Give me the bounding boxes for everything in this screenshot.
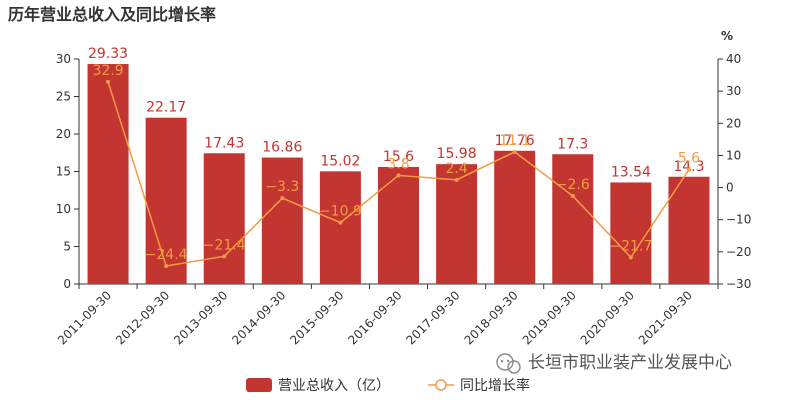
legend-label-revenue: 营业总收入（亿）	[278, 378, 390, 394]
x-tick-label: 2021-09-30	[636, 288, 695, 347]
growth-rate-label: −21.7	[609, 238, 652, 254]
x-tick-label: 2012-09-30	[113, 288, 172, 347]
x-tick-label: 2017-09-30	[403, 288, 462, 347]
y-left-tick-label: 0	[63, 277, 71, 291]
y-left-tick-label: 30	[56, 52, 71, 66]
y-right-tick-label: −20	[726, 245, 751, 259]
x-tick-label: 2019-09-30	[520, 288, 579, 347]
revenue-bar-label: 15.6	[383, 149, 414, 165]
revenue-bar-label: 17.43	[204, 135, 244, 151]
line-series	[106, 79, 691, 268]
growth-rate-label: 5.6	[678, 151, 700, 167]
y-left-tick-label: 20	[56, 127, 71, 141]
growth-rate-label: 11.1	[499, 133, 530, 149]
revenue-bar	[203, 153, 245, 284]
bar-series	[87, 64, 710, 285]
legend[interactable]: 营业总收入（亿） 同比增长率	[246, 377, 530, 394]
x-axis-tick-labels: 2011-09-302012-09-302013-09-302014-09-30…	[55, 288, 695, 347]
x-tick-label: 2016-09-30	[345, 288, 404, 347]
growth-rate-point	[106, 79, 111, 84]
legend-label-growth: 同比增长率	[460, 377, 530, 394]
x-tick-label: 2014-09-30	[229, 288, 288, 347]
growth-rate-label: 32.9	[92, 63, 123, 79]
legend-item-growth[interactable]: 同比增长率	[428, 377, 530, 394]
line-data-labels: 32.9 −24.4 −21.4 −3.3 −10.9 3.8 2.4 11.1 −2.6 −21…	[92, 63, 700, 263]
revenue-bar	[319, 171, 361, 284]
revenue-bar-label: 17.76	[495, 133, 535, 149]
y-right-tick-label: 30	[726, 84, 741, 98]
revenue-bar	[610, 182, 652, 284]
growth-rate-point	[686, 167, 691, 172]
revenue-bar	[87, 64, 129, 285]
revenue-bar-label: 17.3	[557, 136, 588, 152]
growth-rate-point	[164, 264, 169, 268]
y-right-tick-label: 10	[726, 148, 741, 162]
revenue-bar-label: 15.98	[437, 146, 477, 162]
growth-rate-label: −21.4	[203, 237, 246, 253]
y-right-tick-label: 0	[726, 181, 734, 195]
axes: 0 5 10 15 20 25 30 −30 −20 −10 0 10 20 30 40%	[56, 29, 752, 291]
growth-rate-label: 2.4	[445, 161, 467, 177]
x-tick-label: 2013-09-30	[171, 288, 230, 347]
legend-bar-swatch	[246, 378, 272, 392]
watermark-text: 长垣市职业装产业发展中心	[528, 353, 732, 373]
growth-rate-point	[280, 196, 285, 201]
y-left-tick-label: 5	[63, 240, 71, 254]
growth-rate-point	[396, 173, 401, 178]
growth-rate-label: −24.4	[145, 247, 188, 263]
y-right-tick-label: 20	[726, 116, 741, 130]
growth-rate-point	[628, 255, 633, 260]
x-tick-label: 2015-09-30	[287, 288, 346, 347]
revenue-bar	[436, 164, 478, 284]
y-right-tick-label: −10	[726, 213, 751, 227]
growth-rate-label: −3.3	[265, 179, 299, 195]
x-tick-label: 2011-09-30	[55, 288, 114, 347]
y-left-tick-label: 25	[56, 90, 71, 104]
growth-rate-label: −10.9	[319, 204, 362, 220]
y-right-tick-label: 40	[726, 52, 741, 66]
legend-item-revenue[interactable]: 营业总收入（亿）	[246, 378, 390, 394]
growth-rate-point	[512, 149, 517, 154]
y-left-tick-label: 15	[56, 165, 71, 179]
revenue-bar	[552, 154, 594, 284]
revenue-bar-label: 22.17	[146, 100, 186, 116]
watermark: 长垣市职业装产业发展中心	[496, 353, 732, 374]
chart-title: 历年营业总收入及同比增长率	[8, 5, 216, 24]
wechat-icon	[496, 353, 521, 374]
growth-rate-label: 3.8	[387, 156, 409, 172]
growth-rate-label: −2.6	[556, 177, 590, 193]
revenue-bar	[145, 117, 187, 284]
revenue-bar-label: 13.54	[611, 164, 651, 180]
revenue-bar-label: 14.3	[673, 159, 704, 175]
x-tick-label: 2020-09-30	[578, 288, 637, 347]
y-right-tick-label: −30	[726, 277, 751, 291]
y-right-unit-label: %	[721, 29, 733, 43]
x-tick-label: 2018-09-30	[462, 288, 521, 347]
revenue-bar-label: 29.33	[88, 46, 128, 62]
revenue-bar	[378, 167, 419, 284]
growth-rate-point	[570, 193, 575, 198]
growth-rate-point	[454, 177, 459, 182]
revenue-bar	[668, 176, 710, 284]
growth-rate-point	[222, 254, 227, 259]
revenue-bar-label: 16.86	[262, 140, 302, 156]
growth-rate-point	[338, 220, 343, 225]
y-left-tick-label: 10	[56, 202, 71, 216]
revenue-bar-label: 15.02	[320, 153, 360, 169]
revenue-bar	[494, 150, 536, 284]
legend-line-marker	[435, 379, 447, 391]
revenue-bar	[261, 157, 303, 284]
